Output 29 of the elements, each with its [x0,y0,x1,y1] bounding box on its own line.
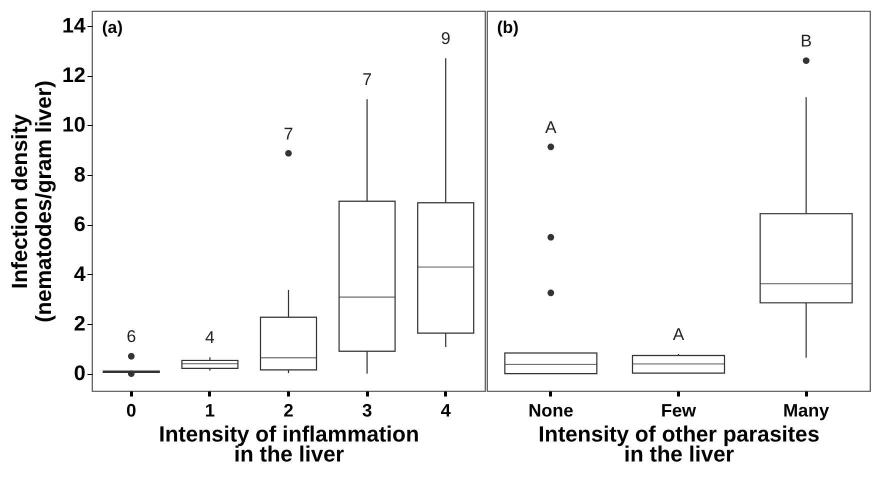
y-tick-label: 12 [62,64,86,88]
annotation: 7 [362,70,372,90]
annotation: B [800,32,812,51]
x-tick-label: None [528,400,574,420]
annotation: A [545,118,558,137]
annotation: 6 [126,327,136,346]
annotation: 9 [440,29,450,48]
x-tick-label: 1 [204,400,215,420]
x-tick-label: 3 [362,400,372,420]
chart-title: (a) [102,18,123,37]
y-axis-title: Infection density (nematodes/gram liver) [7,80,56,323]
x-tick-label: 4 [440,400,451,420]
y-tick-label: 6 [74,213,86,236]
annotation: 7 [284,124,294,144]
x-axis-title: Intensity of other parasites in the liver [538,422,820,466]
y-tick-label: 2 [74,312,86,336]
x-tick-label: Few [660,400,697,420]
y-tick-label: 14 [62,14,86,38]
x-tick-label: 0 [126,400,136,420]
y-tick-label: 0 [74,362,86,386]
y-tick-label: 4 [74,262,86,286]
x-tick-label: Many [783,400,830,420]
annotation: 4 [205,328,215,348]
y-tick-label: 10 [62,114,86,137]
x-tick-label: 2 [283,400,294,420]
y-tick-label: 8 [74,163,86,186]
annotation: A [672,324,685,344]
x-axis-title: Intensity of inflammation in the liver [158,422,420,466]
chart-title: (b) [497,18,519,37]
